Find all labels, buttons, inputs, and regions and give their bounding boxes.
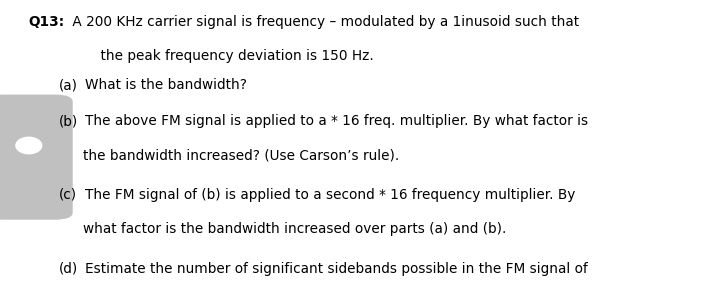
Text: A 200 KHz carrier signal is frequency – modulated by a 1inusoid such that: A 200 KHz carrier signal is frequency – … xyxy=(68,15,580,29)
Text: what factor is the bandwidth increased over parts (a) and (b).: what factor is the bandwidth increased o… xyxy=(83,222,506,236)
Text: the peak frequency deviation is 150 Hz.: the peak frequency deviation is 150 Hz. xyxy=(83,49,374,63)
Text: (a): (a) xyxy=(59,78,78,92)
Text: the bandwidth increased? (Use Carson’s rule).: the bandwidth increased? (Use Carson’s r… xyxy=(83,148,399,162)
Text: (d): (d) xyxy=(59,262,78,276)
Text: What is the bandwidth?: What is the bandwidth? xyxy=(85,78,247,92)
Text: The FM signal of (b) is applied to a second * 16 frequency multiplier. By: The FM signal of (b) is applied to a sec… xyxy=(85,188,575,202)
Text: (c): (c) xyxy=(59,188,77,202)
Ellipse shape xyxy=(15,136,42,155)
Text: Q13:: Q13: xyxy=(29,15,65,29)
Text: Estimate the number of significant sidebands possible in the FM signal of: Estimate the number of significant sideb… xyxy=(85,262,588,276)
FancyBboxPatch shape xyxy=(0,95,73,220)
Text: (b): (b) xyxy=(59,114,78,128)
Text: The above FM signal is applied to a * 16 freq. multiplier. By what factor is: The above FM signal is applied to a * 16… xyxy=(85,114,588,128)
